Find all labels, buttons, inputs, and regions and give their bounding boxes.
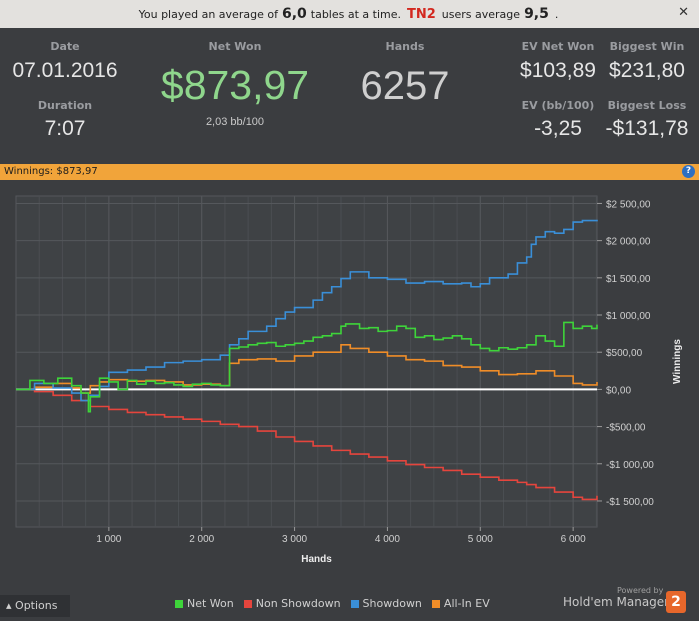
ev-bb-label: EV (bb/100) (521, 99, 595, 112)
holdem-manager-badge: 2 (666, 591, 686, 613)
biggest-loss-label: Biggest Loss (607, 99, 687, 112)
hands-value: 6257 (360, 64, 450, 108)
y-axis-title: Winnings (672, 339, 683, 384)
net-won-label: Net Won (208, 40, 262, 53)
legend-swatch (175, 599, 183, 608)
x-axis-title: Hands (301, 554, 332, 565)
y-tick-label: $1 500,00 (606, 274, 651, 285)
legend-swatch (431, 599, 440, 608)
biggest-loss-value: -$131,78 (605, 117, 689, 140)
legend-swatch (243, 599, 252, 608)
net-won-value: $873,97 (160, 62, 310, 108)
plot-area (15, 195, 598, 528)
series-line-net-won (16, 321, 598, 413)
y-tick-label: $500,00 (606, 348, 643, 359)
y-tick-label: $2 500,00 (606, 199, 651, 210)
close-icon[interactable]: ✕ (678, 5, 689, 20)
session-stats-panel: Date 07.01.2016 Duration 7:07 Net Won $8… (0, 28, 699, 164)
x-tick-label: 6 000 (561, 534, 586, 545)
biggest-win-value: $231,80 (609, 59, 685, 82)
ev-net-won-label: EV Net Won (521, 40, 595, 53)
legend-swatch (350, 599, 359, 608)
banner-text-4: . (554, 7, 559, 21)
banner-text-3: users average (441, 7, 521, 21)
legend-item[interactable]: Showdown (350, 597, 422, 610)
help-icon[interactable]: ? (682, 165, 695, 178)
winnings-bar: Winnings: $873,97 ? (0, 164, 699, 180)
legend-label: Net Won (187, 597, 234, 610)
legend-label: All-In EV (443, 597, 490, 610)
date-value: 07.01.2016 (12, 59, 118, 82)
hands-label: Hands (385, 40, 425, 53)
legend-label: Showdown (362, 597, 422, 610)
users-average-value: 9,5 (524, 6, 549, 22)
powered-by-text: Powered by (617, 586, 664, 595)
y-tick-label: $0,00 (606, 385, 631, 396)
brand-tn2: TN2 (407, 6, 436, 22)
options-button[interactable]: ▴ Options (0, 595, 70, 617)
y-tick-label: $1 000,00 (606, 311, 651, 322)
duration-value: 7:07 (44, 117, 86, 140)
tables-average-value: 6,0 (281, 6, 307, 22)
chevron-up-icon: ▴ (6, 599, 12, 612)
duration-label: Duration (37, 99, 93, 112)
y-tick-label: -$1 000,00 (606, 460, 654, 471)
ev-bb-value: -3,25 (534, 117, 582, 140)
bb-per-100-value: 2,03 bb/100 (205, 116, 265, 128)
x-tick-label: 1 000 (96, 534, 121, 545)
chart-legend: Net Won Non Showdown Showdown All-In EV (175, 597, 490, 610)
y-tick-label: $2 000,00 (606, 237, 651, 248)
series-line-showdown (16, 219, 598, 402)
y-tick-label: -$1 500,00 (606, 497, 654, 508)
winnings-chart: $2 500,00 $2 000,00 $1 500,00 $1 000,00 $500… (15, 195, 683, 565)
ev-net-won-value: $103,89 (520, 59, 596, 82)
options-label: Options (15, 599, 58, 612)
banner-text-2: tables at a time. (310, 7, 401, 21)
x-tick-label: 4 000 (375, 534, 400, 545)
series-line-non-showdown (16, 388, 598, 501)
winnings-label: Winnings: $873,97 (4, 166, 98, 177)
y-tick-label: -$500,00 (606, 423, 646, 434)
average-tables-banner: You played an average of 6,0 tables at a… (0, 0, 699, 28)
x-tick-label: 2 000 (189, 534, 214, 545)
legend-item[interactable]: Non Showdown (243, 597, 341, 610)
banner-text-1: You played an average of (138, 7, 278, 21)
legend-item[interactable]: All-In EV (431, 597, 490, 610)
legend-label: Non Showdown (255, 597, 341, 610)
legend-item[interactable]: Net Won (175, 597, 234, 610)
x-tick-label: 5 000 (468, 534, 493, 545)
date-label: Date (50, 40, 80, 53)
holdem-manager-logo-text: Hold'em Manager (563, 595, 670, 609)
biggest-win-label: Biggest Win (609, 40, 685, 53)
x-tick-label: 3 000 (282, 534, 307, 545)
